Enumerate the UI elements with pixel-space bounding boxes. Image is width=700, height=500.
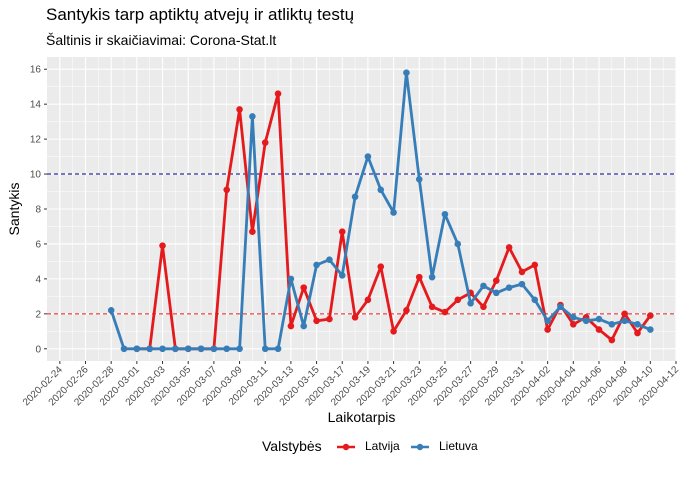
data-point-lietuva: [223, 345, 231, 353]
data-point-latvija: [236, 106, 243, 113]
data-point-lietuva: [210, 345, 218, 353]
data-point-lietuva: [428, 273, 436, 281]
legend-title: Valstybės: [262, 438, 322, 454]
data-point-lietuva: [415, 175, 423, 183]
data-point-lietuva: [505, 284, 513, 291]
legend-label-lietuva: Lietuva: [439, 439, 478, 453]
data-point-latvija: [287, 322, 295, 330]
data-point-latvija: [403, 307, 410, 314]
data-point-latvija: [300, 284, 308, 291]
data-point-latvija: [390, 327, 397, 335]
data-point-lietuva: [544, 317, 551, 325]
data-point-lietuva: [467, 300, 474, 307]
data-point-lietuva: [582, 317, 590, 325]
data-point-lietuva: [313, 261, 320, 269]
data-point-latvija: [326, 315, 333, 323]
chart-title: Santykis tarp aptiktų atvejų ir atliktų …: [46, 5, 355, 24]
y-tick-label: 12: [30, 135, 42, 146]
data-point-latvija: [531, 261, 539, 269]
legend-label-latvija: Latvija: [365, 439, 400, 453]
grid-lines: [47, 57, 677, 361]
data-point-latvija: [634, 329, 641, 337]
data-point-lietuva: [364, 153, 372, 160]
data-point-latvija: [492, 277, 500, 284]
legend-key-latvija: [337, 443, 355, 451]
chart-subtitle: Šaltinis ir skaičiavimai: Corona-Stat.lt: [46, 32, 277, 48]
data-point-lietuva: [197, 345, 205, 353]
data-point-lietuva: [403, 69, 410, 77]
data-point-latvija: [415, 273, 423, 281]
data-point-lietuva: [390, 209, 397, 216]
data-point-lietuva: [531, 296, 539, 304]
data-point-lietuva: [146, 345, 153, 353]
data-point-latvija: [313, 317, 320, 325]
data-point-lietuva: [236, 345, 243, 353]
data-point-lietuva: [107, 307, 115, 314]
y-tick-label: 0: [35, 344, 41, 355]
series-lietuva: [107, 69, 654, 353]
data-point-lietuva: [249, 113, 256, 120]
data-point-lietuva: [338, 272, 346, 279]
data-point-latvija: [480, 303, 487, 311]
y-tick-label: 10: [30, 170, 42, 181]
data-point-latvija: [428, 303, 436, 311]
data-point-latvija: [621, 310, 628, 318]
data-point-lietuva: [172, 345, 179, 353]
data-point-latvija: [544, 326, 551, 333]
data-point-latvija: [608, 336, 616, 344]
data-point-lietuva: [634, 321, 641, 328]
y-tick-label: 2: [35, 309, 41, 320]
data-point-latvija: [595, 326, 603, 333]
y-tick-label: 6: [35, 239, 41, 250]
data-point-latvija: [441, 308, 449, 316]
data-point-lietuva: [441, 210, 449, 218]
data-point-latvija: [505, 244, 513, 251]
data-point-lietuva: [608, 321, 616, 328]
data-point-lietuva: [261, 345, 269, 353]
data-point-latvija: [454, 296, 462, 304]
data-point-latvija: [338, 228, 346, 236]
y-tick-label: 8: [35, 205, 41, 216]
data-point-latvija: [274, 90, 282, 97]
data-point-lietuva: [133, 345, 141, 353]
data-point-latvija: [570, 321, 577, 328]
data-point-lietuva: [274, 345, 282, 353]
data-point-lietuva: [351, 193, 359, 201]
y-axis-label: Santykis: [6, 183, 22, 236]
data-point-lietuva: [518, 280, 526, 288]
data-point-lietuva: [184, 345, 192, 353]
data-point-lietuva: [120, 345, 128, 353]
data-point-latvija: [364, 296, 372, 304]
y-tick-label: 16: [30, 65, 42, 76]
series-layer: [107, 69, 654, 353]
data-point-lietuva: [595, 315, 603, 323]
line-chart: 02468101214162020-02-242020-02-262020-02…: [6, 57, 681, 425]
data-point-latvija: [518, 268, 526, 276]
data-point-latvija: [647, 312, 654, 319]
data-point-lietuva: [621, 317, 628, 325]
y-tick-label: 4: [35, 274, 41, 285]
x-axis-label: Laikotarpis: [328, 409, 396, 425]
y-tick-label: 14: [30, 100, 42, 111]
data-point-latvija: [159, 242, 166, 249]
data-point-lietuva: [492, 289, 500, 297]
data-point-lietuva: [570, 314, 577, 321]
data-point-lietuva: [480, 282, 487, 290]
data-point-lietuva: [647, 326, 654, 333]
data-point-latvija: [223, 186, 231, 194]
data-point-lietuva: [454, 240, 462, 248]
data-point-lietuva: [557, 303, 564, 311]
data-point-lietuva: [377, 186, 385, 194]
data-point-latvija: [261, 139, 269, 146]
data-point-latvija: [351, 314, 359, 321]
data-point-lietuva: [159, 345, 166, 353]
data-point-lietuva: [326, 256, 333, 263]
legend: Valstybės Latvija Lietuva: [0, 432, 700, 460]
data-point-latvija: [249, 228, 256, 236]
data-point-lietuva: [300, 322, 308, 330]
data-point-lietuva: [287, 275, 295, 283]
legend-key-lietuva: [411, 443, 429, 451]
data-point-latvija: [377, 263, 385, 270]
